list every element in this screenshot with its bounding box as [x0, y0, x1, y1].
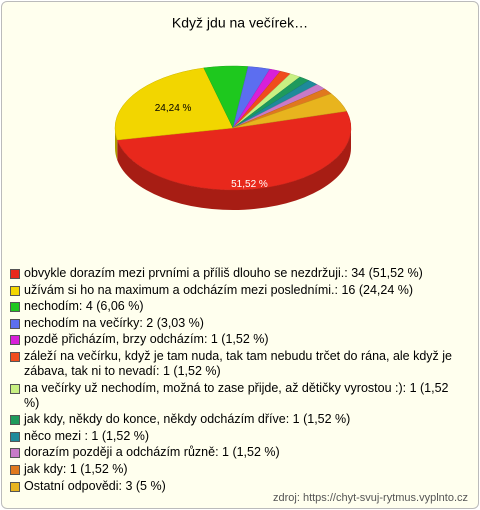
legend-swatch [10, 431, 20, 442]
chart: Když jdu na večírek… 51,52 % 24,24 % [114, 15, 352, 210]
legend: obvykle dorazím mezi prvními a příliš dl… [10, 266, 460, 495]
legend-label: nechodím na večírky: 2 (3,03 %) [24, 315, 204, 330]
source: zdroj: https://chyt-svuj-rytmus.vyplnto.… [273, 492, 468, 504]
legend-item: nechodím: 4 (6,06 %) [10, 299, 460, 314]
legend-label: pozdě přicházím, brzy odcházím: 1 (1,52 … [24, 332, 269, 347]
legend-item: jak kdy: 1 (1,52 %) [10, 462, 460, 477]
legend-item: obvykle dorazím mezi prvními a příliš dl… [10, 266, 460, 281]
legend-swatch [10, 383, 20, 394]
legend-item: něco mezi : 1 (1,52 %) [10, 429, 460, 444]
legend-item: dorazím později a odcházím různě: 1 (1,5… [10, 445, 460, 460]
legend-label: jak kdy: 1 (1,52 %) [24, 461, 128, 476]
legend-item: užívám si ho na maximum a odcházím mezi … [10, 283, 460, 298]
legend-item: Ostatní odpovědi: 3 (5 %) [10, 479, 460, 494]
legend-item: pozdě přicházím, brzy odcházím: 1 (1,52 … [10, 332, 460, 347]
legend-label: užívám si ho na maximum a odcházím mezi … [24, 282, 414, 297]
value-label: 24,24 % [155, 103, 192, 114]
legend-label: na večírky už nechodím, možná to zase př… [24, 380, 449, 410]
legend-swatch [10, 481, 20, 492]
slice [116, 110, 352, 191]
legend-label: záleží na večírku, když je tam nuda, tak… [24, 348, 453, 378]
chart-title: Když jdu na večírek… [172, 15, 308, 31]
slice-side [115, 128, 118, 161]
legend-swatch [10, 415, 20, 426]
legend-swatch [10, 302, 20, 313]
legend-swatch [10, 285, 20, 296]
legend-item: nechodím na večírky: 2 (3,03 %) [10, 316, 460, 331]
legend-swatch [10, 448, 20, 459]
legend-swatch [10, 269, 20, 279]
legend-swatch [10, 351, 20, 362]
legend-label: obvykle dorazím mezi prvními a příliš dl… [24, 266, 423, 280]
legend-label: jak kdy, někdy do konce, někdy odcházím … [24, 412, 351, 427]
legend-swatch [10, 335, 20, 346]
legend-swatch [10, 464, 20, 475]
value-label: 51,52 % [231, 179, 268, 190]
legend-item: záleží na večírku, když je tam nuda, tak… [10, 349, 460, 379]
slice [114, 67, 234, 141]
legend-label: něco mezi : 1 (1,52 %) [24, 428, 150, 443]
legend-label: Ostatní odpovědi: 3 (5 %) [24, 478, 166, 493]
legend-label: nechodím: 4 (6,06 %) [24, 299, 144, 314]
legend-label: dorazím později a odcházím různě: 1 (1,5… [24, 445, 280, 460]
slice-side [117, 128, 351, 210]
legend-item: na večírky už nechodím, možná to zase př… [10, 381, 460, 411]
legend-item: jak kdy, někdy do konce, někdy odcházím … [10, 412, 460, 427]
legend-swatch [10, 318, 20, 329]
slice [232, 93, 347, 129]
